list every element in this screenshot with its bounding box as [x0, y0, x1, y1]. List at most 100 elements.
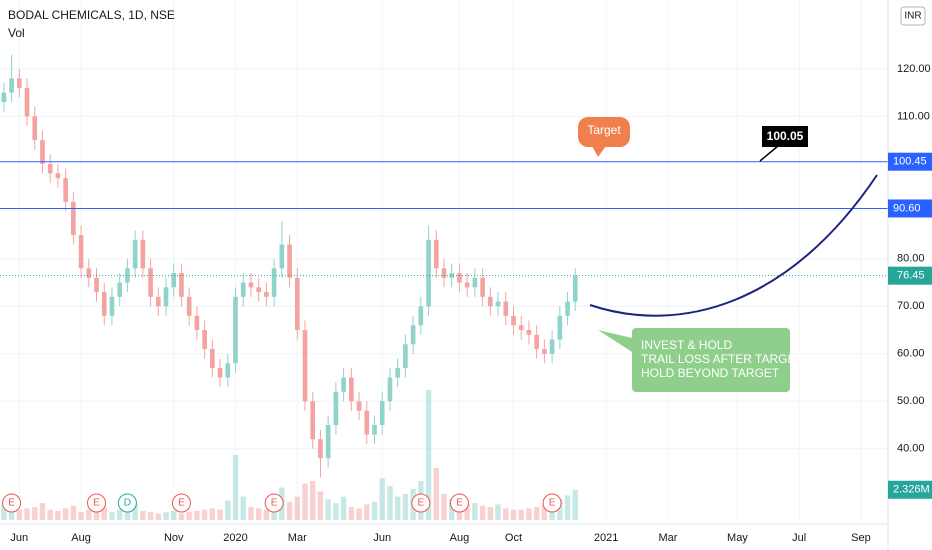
- candle-body: [441, 268, 447, 278]
- candle-body: [117, 282, 123, 297]
- volume-bar: [518, 509, 524, 520]
- x-tick-label: Jun: [10, 532, 28, 544]
- candle-body: [148, 268, 153, 297]
- volume-bar: [240, 496, 246, 520]
- x-tick-label: Jul: [792, 532, 806, 544]
- note-line: INVEST & HOLD: [641, 338, 732, 352]
- candle-body: [240, 282, 246, 297]
- y-tick-label: 40.00: [897, 443, 925, 455]
- candle-body: [40, 140, 45, 164]
- volume-bar: [101, 507, 107, 520]
- candle-body: [264, 292, 269, 297]
- volume-bar: [371, 501, 378, 520]
- candle-body: [379, 401, 385, 426]
- volume-bar: [263, 509, 270, 520]
- volume-bar: [16, 509, 23, 520]
- last-price-tag: [888, 266, 932, 285]
- event-marker: [542, 493, 562, 513]
- volume-bar: [503, 508, 509, 520]
- candle-body: [457, 273, 462, 283]
- x-tick-label: Mar: [288, 532, 307, 544]
- volume-bar: [225, 500, 231, 520]
- candle-body: [109, 296, 115, 316]
- candle-body: [132, 239, 138, 269]
- event-marker: [87, 493, 107, 513]
- candle-body: [472, 277, 478, 288]
- event-label: E: [271, 498, 278, 509]
- currency-box[interactable]: [900, 6, 926, 26]
- candle-body: [542, 349, 547, 354]
- candle-body: [302, 330, 308, 402]
- volume-bar: [333, 503, 339, 520]
- candle-body: [16, 78, 22, 88]
- event-label: E: [8, 498, 15, 509]
- volume-title: Vol: [8, 26, 25, 40]
- candle-body: [372, 425, 377, 435]
- event-marker: [449, 493, 469, 513]
- volume-bar: [217, 509, 223, 520]
- volume-bar: [116, 509, 123, 520]
- event-label: E: [417, 498, 424, 509]
- volume-bar: [387, 486, 393, 520]
- volume-bar: [47, 509, 53, 520]
- volume-bar: [356, 508, 362, 520]
- event-label: E: [456, 498, 463, 509]
- note-line: HOLD BEYOND TARGET: [641, 366, 780, 380]
- target-bubble: [578, 117, 630, 147]
- candle-body: [171, 273, 177, 288]
- candle-body: [557, 315, 563, 340]
- volume-bar: [255, 508, 262, 520]
- volume-bar: [526, 508, 532, 520]
- volume-bar: [433, 468, 439, 520]
- y-tick-label: 70.00: [897, 300, 925, 312]
- candle-body: [426, 239, 431, 307]
- volume-bar: [533, 507, 540, 520]
- volume-bar: [294, 496, 300, 520]
- event-marker: [171, 493, 191, 513]
- candle-body: [565, 301, 570, 316]
- candle-body: [194, 315, 200, 331]
- candle-body: [410, 325, 416, 345]
- volume-bar: [557, 499, 563, 520]
- candle-body: [349, 377, 354, 402]
- candle-body: [511, 315, 516, 326]
- candle-body: [395, 368, 400, 378]
- volume-bar: [310, 481, 316, 520]
- volume-bar: [55, 510, 61, 520]
- volume-bar: [32, 507, 38, 520]
- volume-tag: [888, 480, 932, 499]
- candle-body: [101, 292, 107, 316]
- candle-body: [47, 163, 53, 174]
- candle-body: [78, 235, 84, 269]
- event-marker: [411, 493, 431, 513]
- candle-body: [217, 368, 223, 378]
- y-tick-label: 110.00: [897, 110, 930, 122]
- x-tick-label: Aug: [71, 532, 91, 544]
- volume-bar: [86, 509, 92, 520]
- candle-body: [549, 339, 555, 354]
- volume-bar: [109, 512, 115, 520]
- volume-bar: [317, 491, 324, 520]
- volume-bar: [325, 499, 331, 520]
- candle-body: [71, 201, 76, 236]
- candle-body: [534, 334, 539, 350]
- candle-body: [325, 425, 331, 459]
- x-tick-label: Nov: [164, 532, 184, 544]
- candle-body: [248, 282, 254, 288]
- candle-body: [9, 78, 14, 93]
- volume-bar: [248, 507, 254, 520]
- candle-body: [24, 87, 30, 117]
- y-tick-label: 60.00: [897, 348, 925, 360]
- candle-body: [287, 244, 292, 278]
- volume-bar: [70, 505, 77, 520]
- candle-body: [387, 377, 393, 402]
- price-tag-label: 100.45: [893, 156, 927, 168]
- volume-bar: [541, 505, 548, 520]
- target-label: Target: [587, 123, 621, 137]
- volume-bar: [340, 496, 347, 520]
- candle-body: [125, 268, 130, 283]
- target-pointer: [592, 146, 606, 157]
- volume-bar: [171, 510, 177, 520]
- candle-body: [480, 277, 485, 297]
